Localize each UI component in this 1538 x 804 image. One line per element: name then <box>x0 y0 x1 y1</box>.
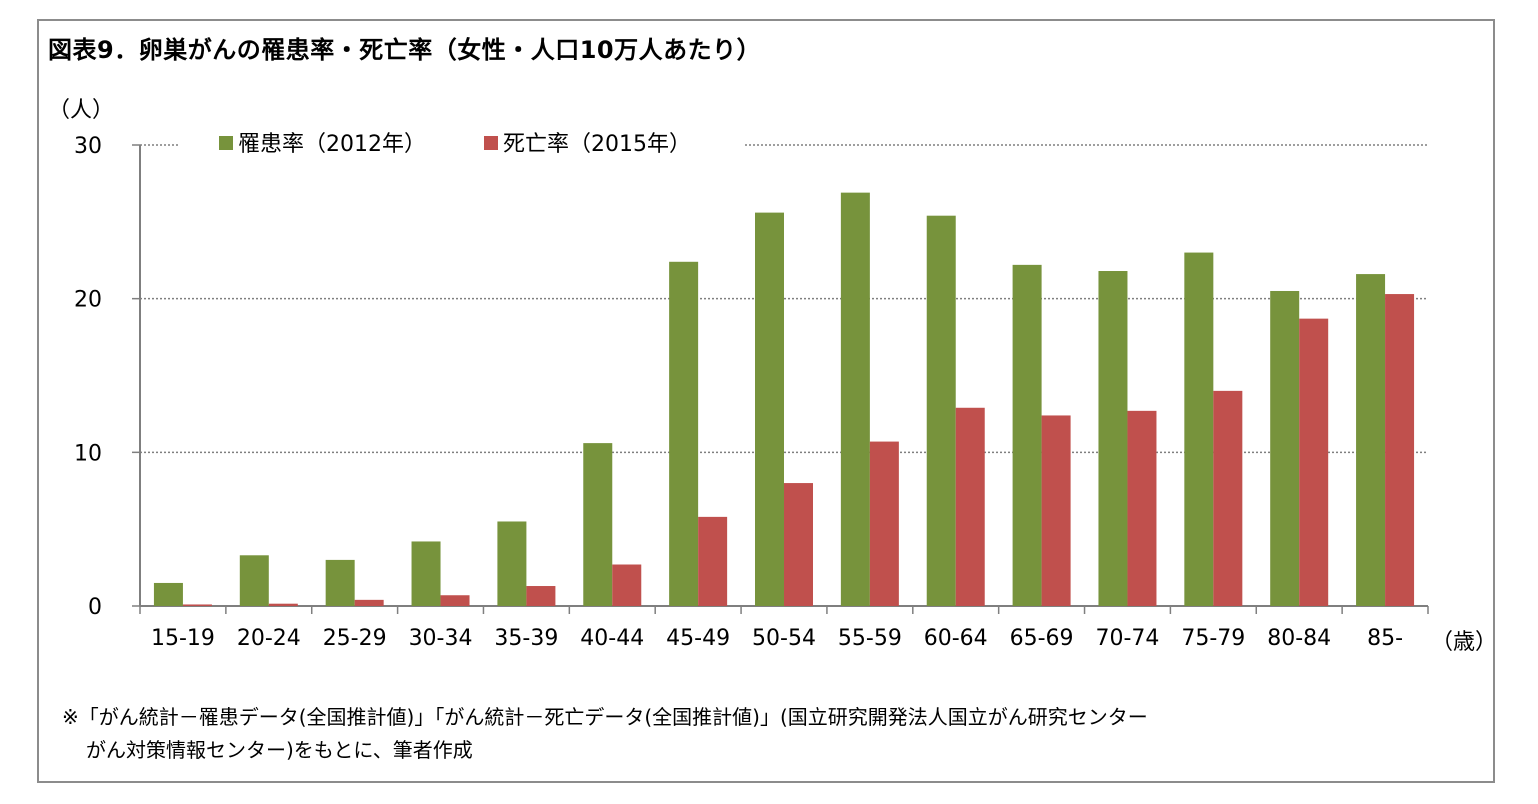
incidence-bar-35-39 <box>497 521 527 606</box>
y-tick-label-0: 0 <box>88 595 102 620</box>
x-tick-label-11: 70-74 <box>1095 626 1159 651</box>
legend-mortality-swatch <box>484 136 498 150</box>
x-tick-label-1: 20-24 <box>237 626 301 651</box>
incidence-bar-25-29 <box>325 559 355 606</box>
x-tick-label-0: 15-19 <box>151 626 215 651</box>
legend-mortality-label: 死亡率（2015年） <box>503 132 691 157</box>
x-tick-label-6: 45-49 <box>666 626 730 651</box>
legend-incidence-swatch <box>219 136 233 150</box>
x-tick-label-12: 75-79 <box>1181 626 1245 651</box>
mortality-bar-60-64 <box>955 407 985 606</box>
legend-incidence-label: 罹患率（2012年） <box>238 132 426 157</box>
incidence-bar-55-59 <box>840 192 870 607</box>
incidence-bar-45-49 <box>669 261 699 606</box>
x-tick-label-8: 55-59 <box>838 626 902 651</box>
y-tick-label-2: 20 <box>74 288 102 313</box>
chart-frame <box>37 19 1495 783</box>
x-axis-unit-label: （歳） <box>1431 630 1498 655</box>
x-tick-label-9: 60-64 <box>924 626 988 651</box>
y-tick-label-3: 30 <box>74 134 102 159</box>
incidence-bar-85- <box>1356 274 1386 606</box>
mortality-bar-20-24 <box>268 603 298 606</box>
mortality-bar-55-59 <box>869 441 899 606</box>
mortality-bar-35-39 <box>526 586 556 606</box>
mortality-bar-25-29 <box>354 599 384 606</box>
mortality-bar-15-19 <box>182 604 212 606</box>
x-tick-label-13: 80-84 <box>1267 626 1331 651</box>
y-axis-unit-label: （人） <box>48 98 115 123</box>
source-note-line-2: がん対策情報センター)をもとに、筆者作成 <box>86 738 473 762</box>
incidence-bar-20-24 <box>239 555 269 606</box>
incidence-bar-80-84 <box>1270 290 1300 606</box>
incidence-bar-70-74 <box>1098 271 1128 606</box>
mortality-bar-65-69 <box>1041 415 1071 606</box>
mortality-bar-70-74 <box>1127 410 1157 606</box>
x-tick-label-2: 25-29 <box>323 626 387 651</box>
incidence-bar-60-64 <box>926 215 956 607</box>
mortality-bar-75-79 <box>1213 390 1243 606</box>
incidence-bar-50-54 <box>755 212 784 606</box>
mortality-bar-30-34 <box>440 595 470 606</box>
mortality-bar-80-84 <box>1299 318 1329 606</box>
y-tick-label-1: 10 <box>74 441 102 466</box>
x-tick-label-5: 40-44 <box>580 626 644 651</box>
x-tick-label-7: 50-54 <box>752 626 816 651</box>
x-tick-label-14: 85- <box>1367 626 1403 651</box>
incidence-bar-75-79 <box>1184 252 1214 607</box>
incidence-bar-30-34 <box>411 541 441 606</box>
chart-title: 図表9．卵巣がんの罹患率・死亡率（女性・人口10万人あたり） <box>48 36 762 64</box>
x-tick-label-10: 65-69 <box>1010 626 1074 651</box>
x-tick-label-3: 30-34 <box>409 626 473 651</box>
mortality-bar-45-49 <box>698 516 728 606</box>
source-note-line-1: ※「がん統計－罹患データ(全国推計値)」「がん統計－死亡データ(全国推計値)」(… <box>62 705 1148 729</box>
mortality-bar-40-44 <box>612 564 642 606</box>
incidence-bar-40-44 <box>583 443 613 606</box>
incidence-bar-65-69 <box>1012 264 1042 606</box>
mortality-bar-50-54 <box>784 483 813 606</box>
x-tick-label-4: 35-39 <box>494 626 558 651</box>
source-note: ※「がん統計－罹患データ(全国推計値)」「がん統計－死亡データ(全国推計値)」(… <box>62 701 1148 767</box>
mortality-bar-85- <box>1385 294 1415 606</box>
incidence-bar-15-19 <box>153 582 183 606</box>
